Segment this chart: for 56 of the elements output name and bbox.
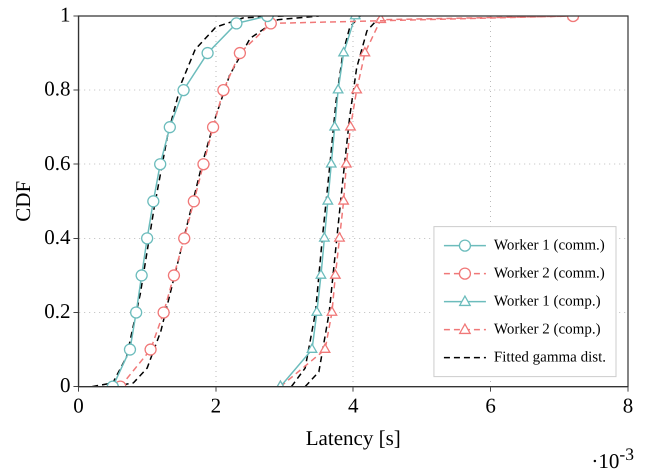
x-axis-title: Latency [s]	[306, 426, 401, 450]
x-tick-label: 2	[210, 394, 222, 418]
legend-label: Fitted gamma dist.	[494, 350, 606, 366]
legend-label: Worker 2 (comp.)	[494, 322, 601, 338]
point	[234, 46, 246, 60]
point	[144, 343, 157, 356]
point	[320, 343, 330, 353]
point	[147, 195, 160, 208]
legend-label: Worker 1 (comm.)	[494, 238, 605, 254]
y-tick-label: 0.4	[44, 224, 71, 249]
x-tick-label: 8	[622, 394, 634, 418]
y-tick-label: 1	[60, 2, 70, 27]
point	[177, 84, 190, 96]
point	[230, 17, 243, 30]
point	[334, 232, 345, 242]
point	[130, 306, 142, 319]
point	[326, 306, 338, 316]
point	[338, 195, 350, 205]
point	[316, 269, 326, 279]
point	[124, 343, 136, 356]
x-tick-label: 4	[348, 394, 359, 418]
point	[197, 158, 210, 170]
point	[351, 84, 362, 94]
point	[311, 306, 322, 316]
point	[164, 121, 176, 134]
y-tick-label: 0.2	[44, 298, 70, 323]
point	[157, 306, 170, 319]
point	[140, 232, 154, 245]
y-axis-title: CDF	[11, 180, 36, 222]
point	[154, 158, 166, 170]
line-series	[290, 16, 361, 387]
point	[330, 269, 341, 279]
point	[188, 195, 200, 208]
point	[322, 195, 334, 205]
point	[318, 232, 330, 242]
point	[178, 232, 190, 245]
text: ·10$^{-3}$	[591, 444, 634, 474]
y-tick-label: 0	[60, 373, 70, 398]
point	[359, 46, 370, 56]
y-tick-label: 0.8	[44, 76, 70, 101]
point	[338, 46, 350, 56]
y-tick-label: 0.6	[44, 150, 70, 175]
point	[329, 121, 340, 131]
point	[217, 84, 230, 96]
point	[136, 269, 148, 282]
point	[168, 269, 180, 282]
point	[345, 121, 356, 131]
point	[206, 121, 220, 134]
x-tick-label: 6	[485, 394, 496, 418]
legend-label: Worker 1 (comp.)	[494, 294, 601, 310]
legend-label: Worker 2 (comm.)	[494, 266, 605, 282]
point	[306, 343, 318, 353]
point	[201, 46, 214, 60]
point	[326, 158, 337, 168]
point	[340, 158, 352, 168]
point	[332, 84, 344, 94]
